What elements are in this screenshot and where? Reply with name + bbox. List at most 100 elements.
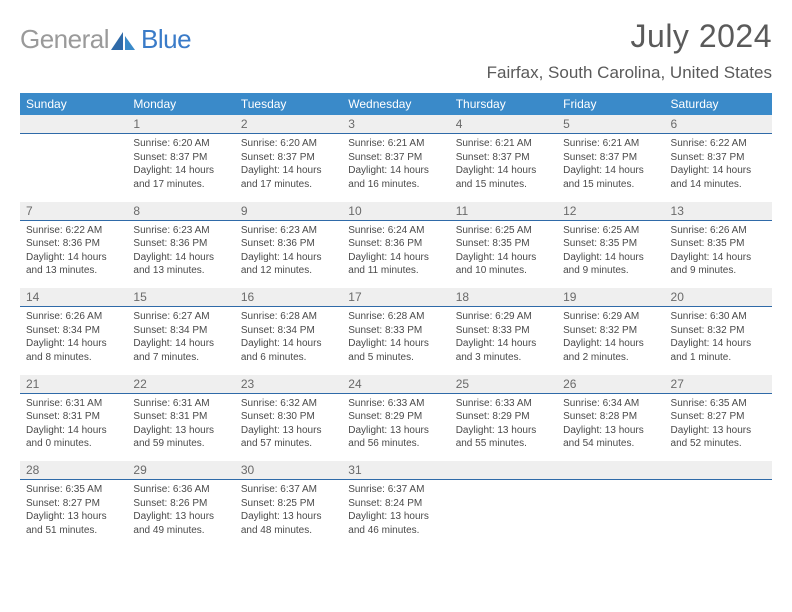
day-content-cell: Sunrise: 6:22 AMSunset: 8:36 PMDaylight:… <box>20 220 127 288</box>
day-info-line: Sunrise: 6:22 AM <box>26 224 121 238</box>
day-header-cell: Monday <box>127 93 234 115</box>
day-info-line: Sunset: 8:31 PM <box>26 410 121 424</box>
day-info-line: Sunset: 8:29 PM <box>456 410 551 424</box>
day-info-line: and 17 minutes. <box>241 178 336 192</box>
day-number-cell: 27 <box>665 375 772 394</box>
day-info-line: Sunset: 8:37 PM <box>241 151 336 165</box>
day-info-line: Sunrise: 6:29 AM <box>563 310 658 324</box>
day-info-line: and 11 minutes. <box>348 264 443 278</box>
day-info-line: Sunset: 8:33 PM <box>456 324 551 338</box>
day-content-cell: Sunrise: 6:28 AMSunset: 8:34 PMDaylight:… <box>235 307 342 375</box>
day-info-line: Sunrise: 6:25 AM <box>563 224 658 238</box>
day-number-cell: 22 <box>127 375 234 394</box>
day-info-line: Sunset: 8:31 PM <box>133 410 228 424</box>
day-info-line: Sunset: 8:36 PM <box>241 237 336 251</box>
day-number-cell <box>20 115 127 134</box>
day-number-cell <box>450 461 557 480</box>
day-info-line: Daylight: 13 hours <box>241 510 336 524</box>
day-info-line: Sunrise: 6:26 AM <box>26 310 121 324</box>
day-number-cell: 5 <box>557 115 664 134</box>
day-info-line: Sunset: 8:35 PM <box>671 237 766 251</box>
day-info-line: Sunset: 8:34 PM <box>241 324 336 338</box>
day-header-cell: Tuesday <box>235 93 342 115</box>
day-content-row: Sunrise: 6:22 AMSunset: 8:36 PMDaylight:… <box>20 220 772 288</box>
day-number-cell: 12 <box>557 202 664 221</box>
day-info-line: Sunrise: 6:35 AM <box>671 397 766 411</box>
day-info-line: Daylight: 13 hours <box>241 424 336 438</box>
day-info-line: Sunset: 8:36 PM <box>26 237 121 251</box>
day-number-cell: 30 <box>235 461 342 480</box>
day-number-cell: 7 <box>20 202 127 221</box>
day-info-line: Sunrise: 6:27 AM <box>133 310 228 324</box>
day-info-line: Daylight: 14 hours <box>26 337 121 351</box>
day-info-line: and 14 minutes. <box>671 178 766 192</box>
day-content-row: Sunrise: 6:31 AMSunset: 8:31 PMDaylight:… <box>20 393 772 461</box>
day-info-line: and 57 minutes. <box>241 437 336 451</box>
day-number-cell: 25 <box>450 375 557 394</box>
day-info-line: Sunrise: 6:28 AM <box>241 310 336 324</box>
day-info-line: Sunrise: 6:31 AM <box>26 397 121 411</box>
day-info-line: and 13 minutes. <box>26 264 121 278</box>
day-info-line: Daylight: 14 hours <box>241 337 336 351</box>
day-info-line: and 46 minutes. <box>348 524 443 538</box>
day-content-cell: Sunrise: 6:31 AMSunset: 8:31 PMDaylight:… <box>127 393 234 461</box>
day-number-cell: 9 <box>235 202 342 221</box>
day-header-cell: Friday <box>557 93 664 115</box>
day-info-line: Daylight: 14 hours <box>133 164 228 178</box>
day-content-row: Sunrise: 6:26 AMSunset: 8:34 PMDaylight:… <box>20 307 772 375</box>
day-info-line: Sunrise: 6:29 AM <box>456 310 551 324</box>
day-info-line: and 17 minutes. <box>133 178 228 192</box>
day-content-cell: Sunrise: 6:25 AMSunset: 8:35 PMDaylight:… <box>450 220 557 288</box>
day-info-line: Sunrise: 6:21 AM <box>348 137 443 151</box>
day-number-cell <box>557 461 664 480</box>
day-content-cell: Sunrise: 6:23 AMSunset: 8:36 PMDaylight:… <box>127 220 234 288</box>
day-info-line: and 55 minutes. <box>456 437 551 451</box>
day-content-cell: Sunrise: 6:31 AMSunset: 8:31 PMDaylight:… <box>20 393 127 461</box>
logo-sail-icon <box>109 30 139 52</box>
day-info-line: Sunset: 8:37 PM <box>671 151 766 165</box>
day-info-line: Sunset: 8:27 PM <box>26 497 121 511</box>
day-info-line: Sunrise: 6:20 AM <box>241 137 336 151</box>
day-info-line: Sunset: 8:32 PM <box>671 324 766 338</box>
day-info-line: and 13 minutes. <box>133 264 228 278</box>
day-number-cell: 18 <box>450 288 557 307</box>
day-info-line: and 2 minutes. <box>563 351 658 365</box>
day-info-line: and 9 minutes. <box>563 264 658 278</box>
day-info-line: and 52 minutes. <box>671 437 766 451</box>
day-number-cell: 2 <box>235 115 342 134</box>
day-info-line: Daylight: 14 hours <box>133 337 228 351</box>
day-number-row: 14151617181920 <box>20 288 772 307</box>
day-info-line: and 1 minute. <box>671 351 766 365</box>
day-number-cell: 10 <box>342 202 449 221</box>
day-info-line: and 5 minutes. <box>348 351 443 365</box>
logo: General Blue <box>20 18 191 55</box>
day-info-line: Sunset: 8:37 PM <box>456 151 551 165</box>
day-number-cell: 4 <box>450 115 557 134</box>
day-header-cell: Sunday <box>20 93 127 115</box>
day-number-cell: 8 <box>127 202 234 221</box>
day-info-line: Sunrise: 6:21 AM <box>563 137 658 151</box>
calendar-table: SundayMondayTuesdayWednesdayThursdayFrid… <box>20 93 772 548</box>
day-info-line: Sunset: 8:25 PM <box>241 497 336 511</box>
day-info-line: Daylight: 14 hours <box>563 164 658 178</box>
day-info-line: Sunrise: 6:23 AM <box>241 224 336 238</box>
day-number-cell: 15 <box>127 288 234 307</box>
day-number-cell: 3 <box>342 115 449 134</box>
day-info-line: Sunrise: 6:22 AM <box>671 137 766 151</box>
day-content-cell: Sunrise: 6:37 AMSunset: 8:24 PMDaylight:… <box>342 480 449 548</box>
day-number-cell: 17 <box>342 288 449 307</box>
day-info-line: Daylight: 14 hours <box>26 424 121 438</box>
day-info-line: Sunrise: 6:31 AM <box>133 397 228 411</box>
day-info-line: Daylight: 14 hours <box>563 251 658 265</box>
day-number-row: 21222324252627 <box>20 375 772 394</box>
day-info-line: and 10 minutes. <box>456 264 551 278</box>
day-info-line: Daylight: 13 hours <box>456 424 551 438</box>
day-info-line: and 51 minutes. <box>26 524 121 538</box>
day-info-line: and 6 minutes. <box>241 351 336 365</box>
day-info-line: Daylight: 14 hours <box>348 164 443 178</box>
day-content-cell: Sunrise: 6:24 AMSunset: 8:36 PMDaylight:… <box>342 220 449 288</box>
day-content-cell <box>665 480 772 548</box>
day-info-line: Sunrise: 6:20 AM <box>133 137 228 151</box>
day-content-cell: Sunrise: 6:21 AMSunset: 8:37 PMDaylight:… <box>342 134 449 202</box>
day-info-line: and 59 minutes. <box>133 437 228 451</box>
